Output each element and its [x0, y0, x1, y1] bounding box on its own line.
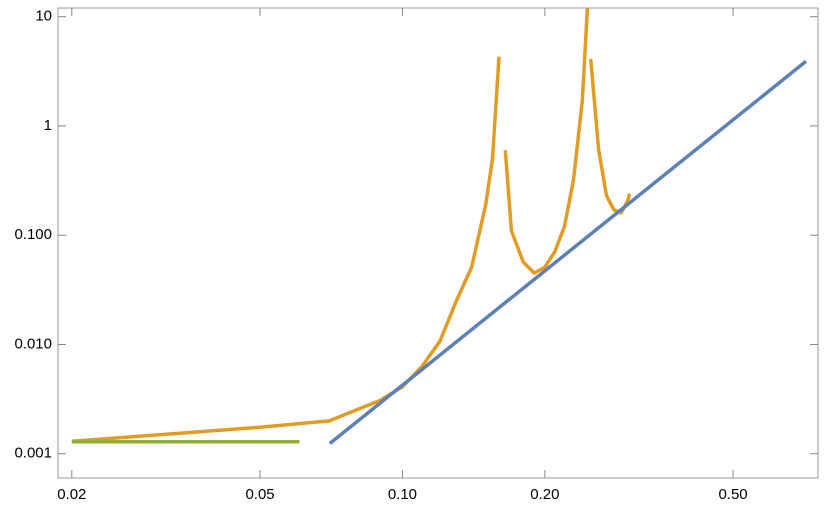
y-tick-label: 0.001: [14, 445, 52, 462]
y-tick-label: 10: [35, 8, 52, 25]
y-tick-label: 0.100: [14, 226, 52, 243]
x-tick-label: 0.02: [57, 486, 86, 503]
x-tick-label: 0.50: [718, 486, 747, 503]
plot-frame: [57, 7, 819, 479]
x-tick-label: 0.05: [245, 486, 274, 503]
line-series: [588, 58, 632, 215]
x-tick-label: 0.10: [388, 486, 417, 503]
y-tick-label: 0.010: [14, 335, 52, 352]
x-tick-label: 0.20: [530, 486, 559, 503]
y-tick-label: 1: [44, 117, 52, 134]
line-series: [503, 7, 590, 275]
line-series: [71, 56, 501, 444]
line-series: [328, 59, 808, 445]
